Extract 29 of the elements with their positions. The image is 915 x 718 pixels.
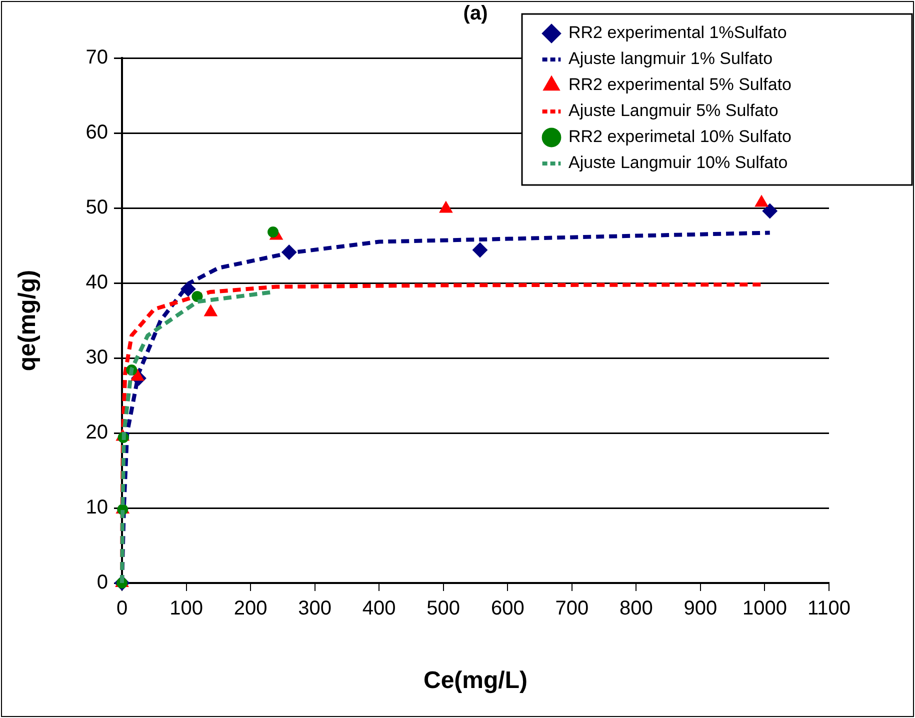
y-tick-label: 60 [86, 122, 108, 144]
x-tick-label: 900 [684, 598, 718, 620]
x-tick-label: 300 [298, 598, 332, 620]
x-tick-label: 700 [555, 598, 589, 620]
legend-label: RR2 experimetal 10% Sulfato [568, 127, 792, 146]
x-tick-label: 800 [619, 598, 653, 620]
legend-label: RR2 experimental 1%Sulfato [568, 23, 787, 42]
x-tick-label: 400 [362, 598, 396, 620]
legend-label: Ajuste Langmuir 5% Sulfato [568, 101, 778, 120]
x-tick-label: 1100 [807, 598, 851, 620]
y-tick-label: 40 [86, 272, 108, 294]
y-tick-label: 0 [96, 572, 108, 594]
x-tick-label: 0 [116, 598, 128, 620]
y-axis-title: qe(mg/g) [14, 270, 42, 372]
x-axis-title: Ce(mg/L) [424, 667, 528, 694]
legend-label: Ajuste Langmuir 10% Sulfato [568, 153, 788, 172]
x-tick-label: 600 [490, 598, 524, 620]
chart-title: (a) [463, 2, 488, 25]
x-tick-label: 1000 [742, 598, 787, 620]
y-tick-label: 10 [86, 496, 108, 519]
x-tick-label: 200 [234, 598, 268, 620]
y-tick-label: 20 [86, 422, 108, 444]
x-tick-label: 100 [170, 598, 203, 620]
y-tick-label: 70 [86, 46, 108, 69]
legend-label: RR2 experimental 5% Sulfato [568, 75, 792, 94]
legend-label: Ajuste langmuir 1% Sulfato [568, 49, 773, 68]
y-tick-label: 30 [86, 346, 108, 369]
x-tick-label: 500 [426, 598, 460, 620]
y-tick-label: 50 [86, 196, 108, 219]
